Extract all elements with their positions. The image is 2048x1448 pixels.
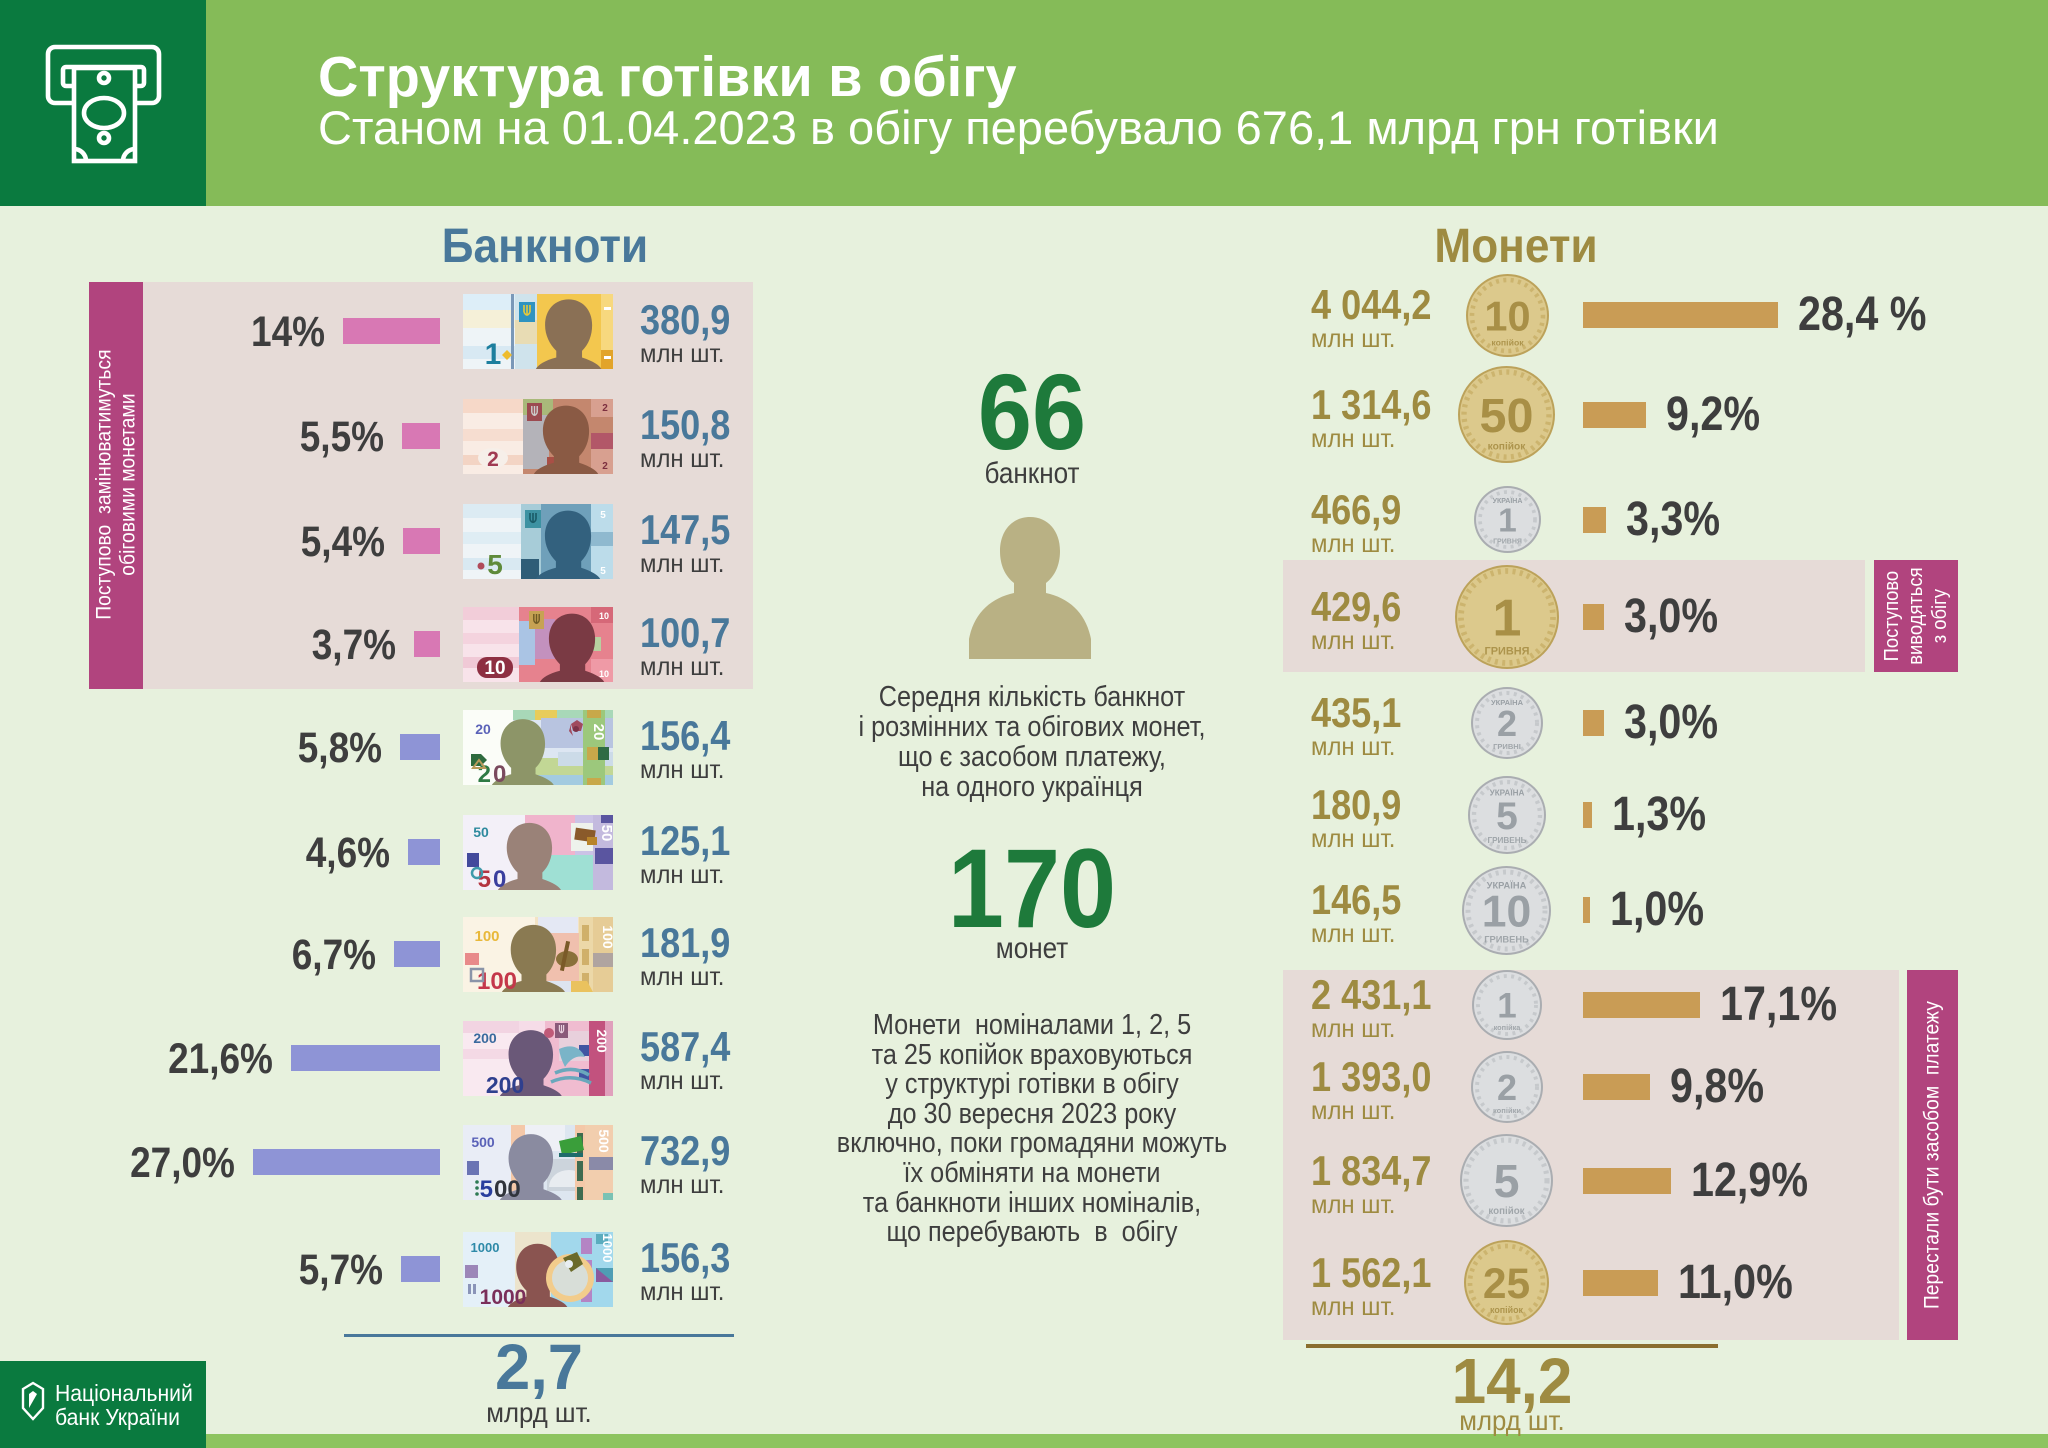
svg-text:1000: 1000 (480, 1286, 527, 1307)
svg-text:ГРИВНЯ: ГРИВНЯ (1493, 539, 1522, 546)
svg-text:50: 50 (1480, 389, 1534, 443)
svg-text:50: 50 (473, 824, 489, 840)
svg-text:копійок: копійок (1491, 337, 1524, 347)
svg-text:5: 5 (480, 1176, 493, 1200)
svg-text:2: 2 (1497, 703, 1517, 744)
svg-text:1: 1 (1493, 590, 1522, 648)
svg-text:200: 200 (473, 1030, 497, 1046)
svg-text:10: 10 (1482, 888, 1532, 937)
svg-text:10: 10 (484, 658, 505, 679)
svg-text:1: 1 (1497, 987, 1516, 1026)
svg-text:100: 100 (474, 928, 499, 945)
svg-text:5: 5 (1494, 1155, 1520, 1207)
svg-text:500: 500 (596, 1129, 612, 1153)
svg-text:5: 5 (600, 510, 606, 521)
svg-text:2: 2 (487, 448, 499, 471)
svg-text:10: 10 (599, 611, 609, 621)
svg-text:100: 100 (600, 925, 613, 949)
svg-text:2: 2 (602, 461, 608, 472)
svg-text:1: 1 (485, 338, 502, 369)
svg-text:5: 5 (487, 549, 503, 579)
svg-text:копійка: копійка (1494, 1023, 1522, 1032)
svg-text:УКРАЇНА: УКРАЇНА (1487, 880, 1527, 890)
svg-text:200: 200 (594, 1029, 610, 1053)
svg-text:2: 2 (1497, 1067, 1517, 1108)
svg-text:20: 20 (590, 724, 607, 741)
svg-text:копійок: копійок (1488, 1206, 1524, 1217)
svg-text:1: 1 (1498, 503, 1517, 540)
svg-text:25: 25 (1483, 1261, 1530, 1308)
svg-text:ГРИВЕНЬ: ГРИВЕНЬ (1487, 836, 1526, 845)
svg-text:2: 2 (602, 403, 608, 414)
svg-text:копійок: копійок (1488, 441, 1527, 452)
svg-text:ГРИВНЯ: ГРИВНЯ (1485, 645, 1530, 657)
svg-text:УКРАЇНА: УКРАЇНА (1491, 698, 1524, 707)
svg-text:5: 5 (600, 566, 606, 577)
svg-text:10: 10 (1484, 292, 1530, 339)
svg-text:1000: 1000 (471, 1240, 500, 1255)
svg-text:ГРИВНІ: ГРИВНІ (1493, 742, 1521, 751)
svg-text:0: 0 (493, 866, 506, 890)
svg-text:ГРИВЕНЬ: ГРИВЕНЬ (1484, 935, 1529, 945)
svg-text:УКРАЇНА: УКРАЇНА (1490, 788, 1525, 798)
svg-text:50: 50 (598, 825, 613, 842)
svg-text:копійки: копійки (1493, 1106, 1521, 1115)
svg-text:20: 20 (475, 721, 491, 737)
svg-text:500: 500 (471, 1134, 495, 1150)
svg-text:0: 0 (493, 761, 506, 785)
svg-text:копійок: копійок (1490, 1305, 1524, 1315)
svg-text:УКРАЇНА: УКРАЇНА (1493, 497, 1523, 505)
svg-text:200: 200 (486, 1072, 524, 1096)
svg-text:00: 00 (494, 1176, 521, 1200)
svg-text:5: 5 (1496, 795, 1518, 838)
svg-text:10: 10 (599, 669, 609, 679)
svg-text:1000: 1000 (600, 1234, 613, 1263)
